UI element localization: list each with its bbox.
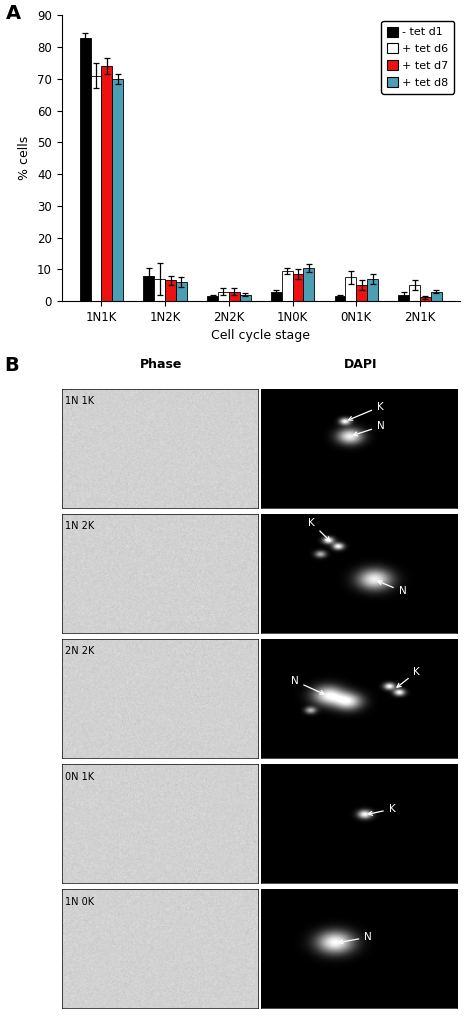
Bar	[176, 282, 187, 301]
Bar	[431, 291, 442, 301]
Text: K: K	[348, 402, 384, 420]
X-axis label: Cell cycle stage: Cell cycle stage	[211, 330, 310, 342]
Bar	[154, 279, 165, 301]
Text: A: A	[6, 4, 21, 23]
Bar	[271, 291, 282, 301]
Text: K: K	[308, 518, 330, 541]
Bar	[303, 268, 314, 301]
Text: 1N 0K: 1N 0K	[65, 897, 94, 906]
Bar	[398, 295, 409, 301]
Text: B: B	[5, 355, 19, 375]
Bar	[101, 66, 112, 301]
Text: K: K	[397, 667, 420, 687]
Bar	[335, 297, 346, 301]
Text: N: N	[354, 421, 385, 436]
Text: N: N	[378, 581, 406, 596]
Bar	[420, 298, 431, 301]
Bar	[229, 291, 240, 301]
Bar	[112, 79, 123, 301]
Bar	[207, 297, 218, 301]
Text: DAPI: DAPI	[344, 357, 377, 371]
Bar	[218, 291, 229, 301]
Bar	[409, 285, 420, 301]
Text: N: N	[339, 932, 372, 943]
Bar	[91, 76, 101, 301]
Text: 2N 2K: 2N 2K	[65, 647, 94, 656]
Legend: - tet d1, + tet d6, + tet d7, + tet d8: - tet d1, + tet d6, + tet d7, + tet d8	[381, 21, 454, 94]
Text: Phase: Phase	[140, 357, 182, 371]
Y-axis label: % cells: % cells	[18, 136, 31, 180]
Bar	[80, 38, 91, 301]
Bar	[165, 280, 176, 301]
Bar	[240, 295, 250, 301]
Text: 1N 1K: 1N 1K	[65, 396, 94, 406]
Text: 0N 1K: 0N 1K	[65, 771, 94, 782]
Bar	[292, 274, 303, 301]
Bar	[282, 271, 292, 301]
Bar	[356, 285, 367, 301]
Bar	[144, 276, 154, 301]
Text: K: K	[368, 804, 395, 815]
Bar	[367, 279, 378, 301]
Text: N: N	[291, 676, 324, 694]
Text: 1N 2K: 1N 2K	[65, 521, 94, 531]
Bar	[346, 277, 356, 301]
